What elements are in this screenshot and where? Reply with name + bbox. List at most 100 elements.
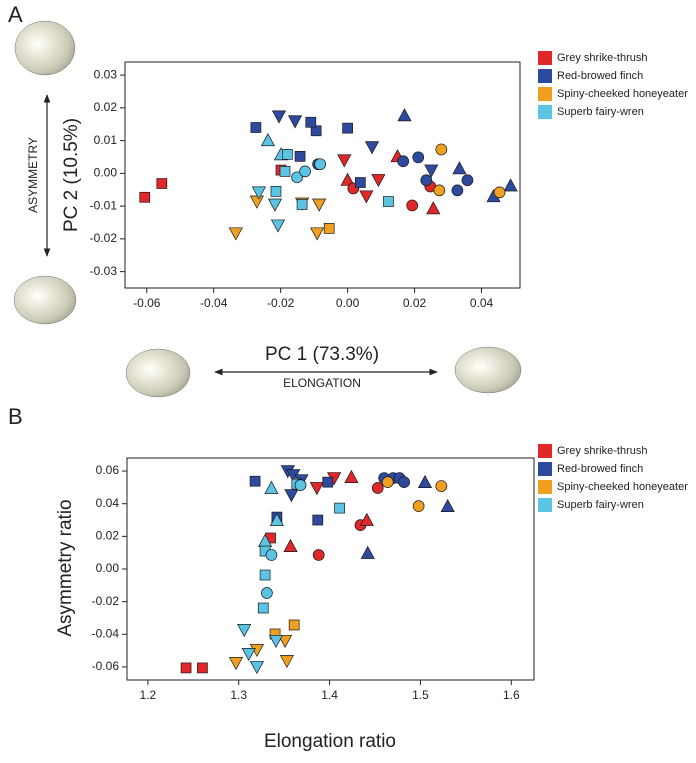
legend-label: Superb fairy-wren	[557, 499, 644, 511]
x-tick-label: 1.5	[412, 688, 429, 702]
point	[435, 480, 448, 492]
legend-label: Red-browed finch	[557, 463, 643, 475]
legend-label: Red-browed finch	[557, 70, 643, 82]
x-tick-label: -0.02	[267, 296, 295, 310]
point	[334, 502, 345, 514]
point	[451, 184, 464, 197]
y-annotation: ASYMMETRY	[26, 137, 40, 213]
x-axis-label: Elongation ratio	[264, 731, 396, 752]
point	[250, 122, 262, 133]
y-tick-label: -0.02	[90, 231, 118, 245]
point	[265, 549, 278, 561]
point	[284, 489, 299, 503]
point	[279, 655, 294, 669]
legend-swatch	[538, 105, 552, 119]
point	[398, 476, 410, 489]
legend-label: Grey shrike-thrush	[557, 445, 647, 457]
legend-swatch	[538, 462, 552, 476]
point	[277, 634, 293, 649]
point	[268, 634, 284, 649]
point	[323, 223, 335, 234]
point	[440, 498, 455, 513]
point	[309, 482, 324, 496]
point	[364, 141, 380, 155]
point	[412, 151, 425, 164]
point	[503, 178, 518, 192]
y-tick-label: -0.02	[92, 594, 120, 608]
point	[299, 165, 311, 178]
point	[310, 227, 325, 241]
point	[294, 150, 306, 162]
point	[291, 171, 303, 184]
point	[249, 475, 261, 487]
x-tick-label: 1.6	[503, 688, 520, 702]
point	[180, 662, 192, 674]
x-tick-label: 1.4	[321, 688, 338, 702]
point	[283, 538, 298, 552]
y-tick-label: -0.03	[90, 264, 118, 278]
y-tick-label: 0.03	[94, 67, 118, 81]
point	[257, 602, 269, 614]
legend-label: Spiny-cheeked honeyeater	[557, 481, 688, 493]
point	[197, 662, 208, 674]
panel-label: B	[8, 404, 23, 429]
legend-swatch	[538, 87, 552, 101]
plot-frame	[126, 457, 535, 681]
legend-swatch	[538, 51, 552, 65]
point	[493, 186, 506, 199]
point	[371, 482, 384, 494]
y-tick-label: -0.06	[92, 659, 120, 673]
x-tick-label: 0.00	[336, 296, 360, 310]
point	[412, 500, 425, 513]
legend-label: Superb fairy-wren	[557, 106, 644, 118]
point	[282, 149, 293, 160]
point	[312, 549, 325, 561]
point	[383, 196, 394, 207]
legend-swatch	[538, 498, 552, 512]
point	[452, 161, 467, 175]
point	[249, 661, 265, 675]
point	[424, 164, 439, 178]
x-tick-label: 1.2	[140, 688, 157, 702]
y-tick-label: -0.04	[92, 626, 120, 640]
point	[249, 195, 264, 209]
point	[270, 186, 282, 197]
point	[406, 199, 419, 212]
point	[228, 227, 243, 241]
point	[294, 479, 307, 491]
y-tick-label: 0.00	[96, 561, 120, 575]
point	[260, 133, 276, 147]
point	[354, 177, 366, 188]
x-tick-label: -0.04	[200, 296, 228, 310]
legend-label: Spiny-cheeked honeyeater	[557, 88, 688, 100]
point	[228, 657, 244, 671]
point	[420, 174, 433, 187]
x-tick-label: 0.04	[470, 296, 494, 310]
legend-swatch	[538, 480, 552, 494]
point	[371, 174, 386, 188]
panel-label: A	[8, 2, 23, 27]
point	[322, 476, 334, 488]
point	[296, 199, 308, 210]
point	[279, 166, 291, 177]
point	[359, 512, 374, 526]
y-tick-label: 0.04	[96, 496, 120, 510]
x-tick-label: -0.06	[133, 296, 161, 310]
point	[287, 115, 303, 129]
y-tick-label: -0.01	[90, 198, 118, 212]
y-axis-label: Asymmetry ratio	[55, 499, 76, 636]
point	[305, 116, 317, 128]
point	[310, 125, 322, 137]
point	[314, 158, 327, 171]
point	[312, 514, 324, 526]
y-tick-label: 0.02	[94, 100, 118, 114]
point	[288, 619, 300, 631]
point	[270, 219, 286, 233]
point	[461, 174, 474, 187]
x-axis-label: PC 1 (73.3%)	[265, 344, 379, 365]
point	[156, 178, 168, 189]
point	[417, 474, 433, 489]
point	[360, 545, 375, 559]
y-axis-label: PC 2 (10.5%)	[61, 118, 82, 232]
